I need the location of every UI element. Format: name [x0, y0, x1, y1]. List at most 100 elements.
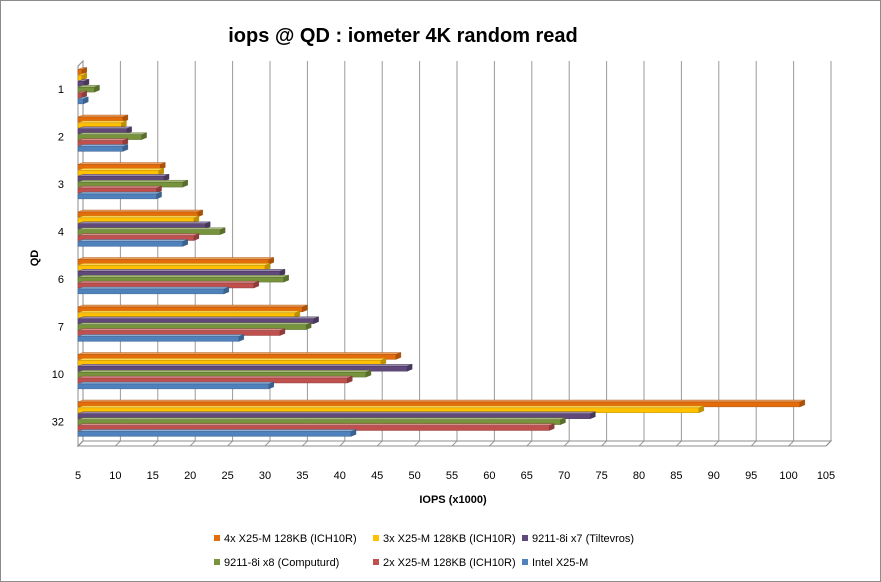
bar [77, 209, 203, 218]
legend-swatch [522, 559, 528, 565]
x-tick-label: 65 [521, 470, 533, 482]
bar [77, 257, 274, 265]
x-tick-labels: 5 10 15 20 25 30 35 40 45 50 55 60 65 70 75 80 85 90 95 100… [75, 470, 835, 482]
legend: 4x X25-M 128KB (ICH10R) 3x X25-M 128KB (I… [214, 533, 634, 569]
bar [77, 90, 87, 99]
floor-gridline [788, 440, 794, 447]
bar [77, 67, 87, 75]
legend-label: 3x X25-M 128KB (ICH10R) [383, 533, 516, 545]
legend-swatch [214, 535, 220, 541]
x-tick-label: 5 [75, 470, 81, 482]
bar [77, 191, 162, 200]
x-tick-label: 40 [334, 470, 346, 482]
y-tick-label: 4 [58, 226, 64, 238]
x-tick-label: 50 [408, 470, 420, 482]
floor-gridline [601, 440, 607, 447]
x-tick-label: 25 [221, 470, 233, 482]
floor-gridline [526, 440, 533, 447]
bar [77, 399, 806, 408]
bar [77, 215, 200, 224]
floor-gridline [376, 440, 383, 447]
x-tick-label: 80 [633, 470, 645, 482]
x-axis-title: IOPS (x1000) [419, 494, 487, 506]
x-tick-label: 105 [817, 470, 835, 482]
y-tick-label: 3 [58, 179, 64, 191]
bar [77, 233, 200, 241]
floor-gridline [152, 440, 159, 447]
bar [77, 316, 319, 324]
x-tick-label: 95 [745, 470, 757, 482]
plot-area [76, 59, 833, 448]
legend-label: 9211-8i x8 (Computurd) [224, 557, 339, 569]
x-tick-label: 20 [184, 470, 196, 482]
legend-swatch [522, 535, 528, 541]
bar [77, 274, 289, 283]
x-tick-label: 30 [259, 470, 271, 482]
x-tick-label: 100 [779, 470, 797, 482]
legend-swatch [373, 559, 379, 565]
bar [77, 96, 89, 105]
bar [77, 381, 274, 390]
bar [77, 328, 286, 336]
bar [77, 334, 245, 342]
floor-gridline [339, 440, 346, 447]
bar [77, 84, 100, 93]
legend-swatch [214, 559, 220, 565]
bar [77, 405, 705, 414]
bar [77, 73, 87, 81]
x-tick-label: 35 [296, 470, 308, 482]
bar [77, 423, 555, 431]
floor-gridline [264, 440, 271, 447]
bar [77, 322, 312, 330]
bar [77, 280, 259, 289]
chart-title: iops @ QD : iometer 4K random read [228, 25, 578, 47]
x-tick-label: 10 [109, 470, 121, 482]
legend-label: 4x X25-M 128KB (ICH10R) [224, 533, 357, 545]
floor-gridline [638, 440, 645, 447]
y-tick-label: 7 [58, 321, 64, 333]
floor-gridline [302, 440, 308, 447]
floor-gridline [227, 440, 233, 447]
bar [77, 79, 90, 87]
x-tick-label: 45 [371, 470, 383, 482]
legend-label: Intel X25-M [532, 557, 588, 569]
floor-gridline [676, 440, 682, 447]
bar [77, 221, 211, 229]
bar [77, 358, 387, 366]
x-tick-label: 90 [708, 470, 720, 482]
legend-swatch [373, 535, 379, 541]
bar [77, 304, 308, 313]
x-tick-label: 15 [147, 470, 159, 482]
bar [77, 352, 402, 360]
bar [77, 144, 129, 152]
bar [77, 411, 596, 419]
floor-gridline [713, 440, 720, 447]
floor-gridline [414, 440, 420, 447]
bar [77, 114, 129, 123]
floor-gridline [750, 440, 757, 447]
x-tick-label: 60 [483, 470, 495, 482]
bar [77, 227, 226, 235]
y-tick-label: 32 [52, 416, 64, 428]
floor-gridline [115, 440, 121, 447]
floor-gridline [563, 440, 570, 447]
y-axis-title: QD [29, 250, 41, 267]
bar [77, 364, 413, 372]
y-tick-label: 1 [58, 84, 64, 96]
x-tick-label: 70 [558, 470, 570, 482]
bar [77, 286, 230, 295]
legend-label: 2x X25-M 128KB (ICH10R) [383, 557, 516, 569]
bar [77, 132, 147, 140]
floor-gridline [489, 440, 495, 447]
x-tick-label: 75 [595, 470, 607, 482]
bar [77, 120, 127, 129]
y-tick-label: 6 [58, 274, 64, 286]
y-tick-labels: 1 2 3 4 6 7 10 32 [52, 84, 64, 429]
floor-gridline [189, 440, 196, 447]
x-tick-label: 55 [446, 470, 458, 482]
y-tick-label: 10 [52, 369, 64, 381]
bar [77, 429, 357, 437]
bar [77, 179, 188, 188]
legend-label: 9211-8i x7 (Tiltevros) [532, 533, 634, 545]
